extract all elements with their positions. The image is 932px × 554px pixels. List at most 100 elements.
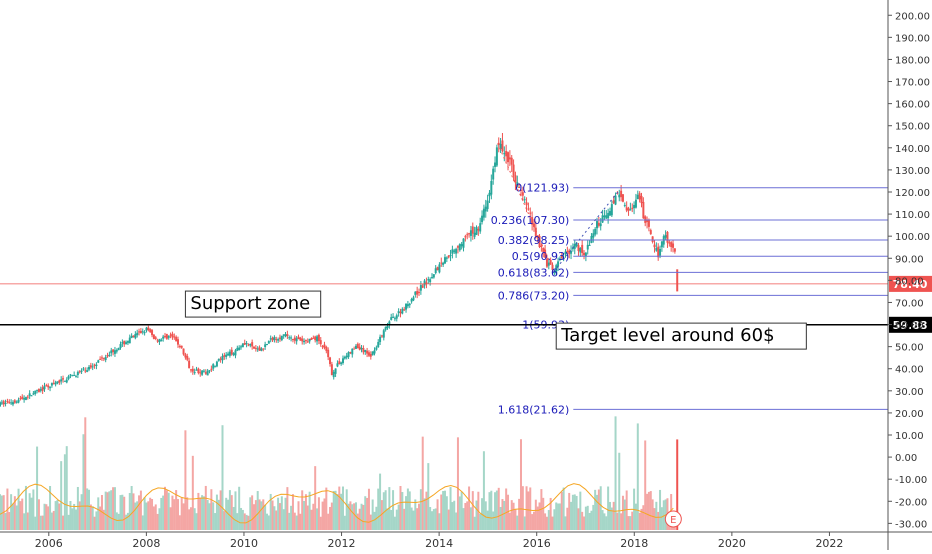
volume-bar (566, 507, 569, 530)
candle-body (672, 243, 675, 248)
y-tick-label: 90.00 (895, 254, 924, 265)
candle-body (384, 326, 387, 330)
volume-bar (347, 503, 350, 530)
candle-body (390, 317, 393, 320)
candle-body (458, 244, 461, 251)
candle-body (596, 221, 599, 229)
volume-bar (449, 487, 452, 530)
volume-bar (130, 486, 133, 530)
x-tick-label: 2022 (815, 537, 843, 550)
volume-bar (199, 497, 202, 530)
volume-bar (265, 513, 268, 530)
volume-bar (451, 502, 454, 530)
candle-body (529, 212, 532, 214)
volume-bar (382, 492, 385, 530)
volume-bar (186, 497, 189, 530)
volume-bar (399, 486, 402, 530)
volume-bar (212, 502, 215, 530)
volume-bar (87, 489, 90, 530)
candle-body (273, 336, 276, 340)
candle-body (436, 267, 439, 271)
volume-bar (138, 495, 141, 530)
annotation-box (555, 322, 807, 350)
candle-body (282, 334, 285, 336)
volume-bar (434, 508, 437, 530)
candle-body (162, 336, 165, 339)
y-tick-label: 150.00 (895, 122, 930, 133)
volume-bar (442, 491, 445, 530)
volume-bar (164, 486, 167, 530)
candle-body (345, 355, 348, 358)
volume-bar (460, 491, 463, 530)
candle-body (173, 336, 176, 338)
volume-bar (176, 499, 179, 530)
candle-body (592, 233, 595, 238)
candle-body (4, 402, 7, 404)
volume-bar (275, 510, 278, 530)
volume-bar (579, 491, 582, 530)
volume-bar (117, 513, 120, 530)
candle-body (288, 337, 291, 339)
candle-body (579, 248, 582, 253)
volume-bar (573, 494, 576, 530)
volume-bar (143, 497, 146, 530)
volume-bar (256, 491, 259, 530)
volume-bar (646, 493, 649, 530)
volume-bar (453, 500, 456, 530)
candle-body (445, 257, 448, 259)
volume-bar (623, 499, 626, 530)
volume-bar (427, 463, 430, 530)
volume-bar (631, 511, 634, 530)
volume-bar (238, 486, 241, 530)
annotation-box (184, 290, 322, 318)
candle-body (660, 241, 663, 248)
candle-body (43, 386, 46, 390)
candle-body (573, 243, 576, 249)
volume-bar (332, 490, 335, 530)
candle-body (655, 248, 658, 251)
volume-bar (377, 488, 380, 530)
candle-body (338, 361, 341, 365)
volume-bar (214, 513, 217, 530)
volume-bar (596, 494, 599, 530)
volume-bar (121, 494, 124, 530)
candle-body (588, 244, 591, 246)
candle-body (6, 401, 9, 403)
candle-body (379, 336, 382, 343)
volume-bar (154, 504, 157, 530)
candle-body (358, 346, 361, 350)
candle-body (484, 206, 487, 212)
y-tick-label: -20.00 (895, 497, 927, 508)
candle-body (503, 152, 506, 155)
volume-bar (165, 490, 168, 530)
volume-bar (301, 490, 304, 530)
candle-body (427, 279, 430, 281)
volume-moving-average (0, 483, 674, 524)
y-tick-label: 110.00 (895, 210, 930, 221)
volume-bar (167, 492, 170, 530)
candle-body (37, 389, 40, 392)
candle-body (128, 337, 131, 344)
volume-bar (488, 492, 491, 530)
volume-bar (544, 513, 547, 530)
volume-bar (423, 498, 426, 530)
fib-level-label: 0(121.93) (515, 182, 569, 195)
volume-bar (551, 516, 554, 530)
candle-body (249, 343, 252, 346)
volume-bar (405, 496, 408, 530)
volume-bar (26, 512, 29, 530)
candle-body (180, 345, 183, 348)
candle-body (527, 208, 530, 210)
candle-body (453, 250, 456, 252)
candle-body (523, 199, 526, 201)
volume-bar (392, 490, 395, 530)
volume-bar (458, 496, 461, 530)
volume-bar (264, 504, 267, 530)
volume-bar (564, 516, 567, 530)
volume-bar (503, 500, 506, 530)
volume-bar (230, 495, 233, 530)
candle-body (106, 355, 109, 357)
candle-body (264, 344, 267, 347)
volume-bar (403, 508, 406, 530)
candle-body (382, 330, 385, 338)
